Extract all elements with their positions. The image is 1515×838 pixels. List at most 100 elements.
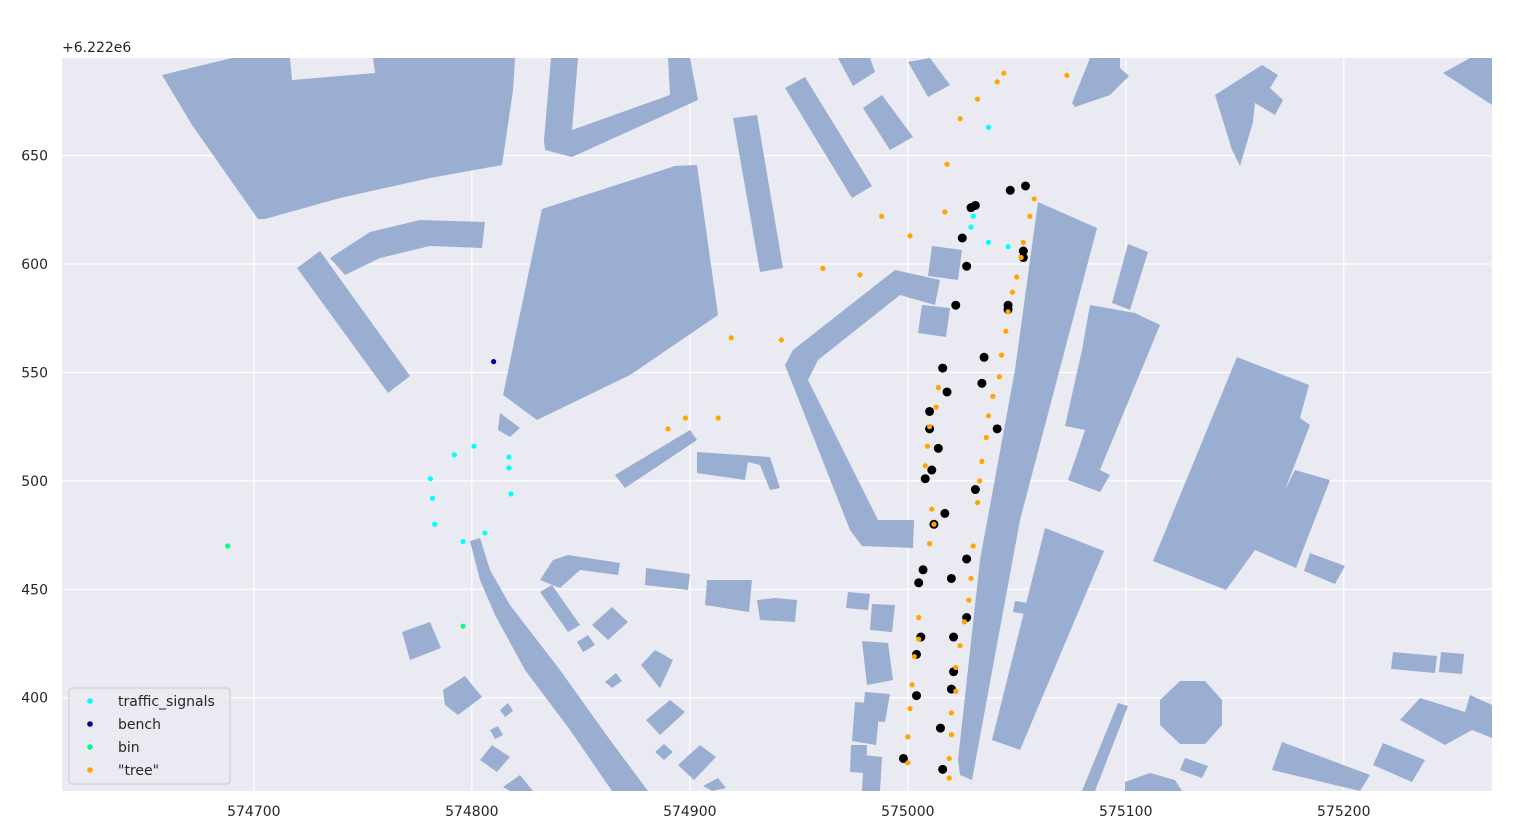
point-tree [905,760,911,766]
legend-marker-bench [87,721,93,727]
point-tree [933,404,939,410]
legend-marker-bin [87,744,93,750]
point-traffic-signals [970,213,976,219]
point-tree [935,385,941,391]
point-unlabeled [927,465,937,475]
point-tree [1003,328,1009,334]
point-tree [922,463,928,469]
point-tree [983,434,989,441]
legend-label-traffic-signals: traffic_signals [118,694,215,710]
legend-marker-traffic-signals [87,698,93,704]
point-unlabeled [957,233,967,243]
point-tree [946,755,952,762]
point-unlabeled [949,632,959,642]
point-tree [1014,274,1020,280]
building-footprint [1373,743,1425,782]
point-unlabeled [970,485,980,495]
point-tree [1001,70,1007,76]
building-footprint [615,430,697,488]
point-tree [682,415,689,421]
point-unlabeled [940,508,950,518]
point-traffic-signals [985,239,992,245]
building-footprint [645,568,690,590]
building-footprint [443,676,482,715]
building-footprint [1112,244,1148,310]
point-tree [916,614,922,621]
building-footprint [862,641,893,685]
point-unlabeled [1005,185,1015,195]
building-footprint [540,555,620,588]
point-traffic-signals [506,465,512,471]
point-tree [1018,254,1024,261]
x-tick-label: 574800 [445,804,498,820]
point-tree [1027,213,1033,219]
building-footprint [958,202,1097,780]
point-traffic-signals [471,443,477,449]
point-unlabeled [938,764,948,774]
x-tick-label: 574700 [227,804,280,820]
building-footprint [846,592,870,610]
point-tree [778,337,784,343]
building-footprint [757,598,797,622]
point-tree [929,506,935,512]
building-footprint [592,607,628,640]
building-footprint [498,413,520,437]
building-footprint [470,538,648,791]
y-axis-ticks: 400 450 500 550 600 650 [21,149,48,707]
building-footprint [577,635,595,652]
point-tree [961,619,968,625]
point-unlabeled [1018,246,1028,256]
building-footprint [540,585,580,632]
building-footprint [1400,695,1492,745]
building-footprint [330,220,485,275]
point-traffic-signals [482,530,488,536]
building-footprint [697,452,780,490]
building-footprint [500,703,513,717]
building-footprints [162,58,1492,791]
point-tree [820,265,826,271]
point-tree [974,499,981,506]
building-footprint [1272,742,1370,791]
building-footprint [908,58,950,97]
point-tree [1064,72,1070,78]
building-footprint [646,700,685,735]
point-tree [924,443,931,449]
point-unlabeled [914,578,924,588]
point-unlabeled [977,378,987,388]
point-traffic-signals [968,224,974,230]
point-tree [905,734,911,740]
point-tree [990,393,996,399]
point-tree [970,543,976,549]
point-tree [979,458,985,464]
x-tick-label: 575000 [881,804,934,820]
point-tree [948,710,954,716]
point-tree [942,209,948,215]
point-traffic-signals [506,454,512,460]
point-unlabeled [942,387,952,397]
point-traffic-signals [1005,244,1011,250]
building-footprint [655,744,673,760]
point-tree [715,415,721,421]
legend-label-bench: bench [118,717,161,733]
building-footprint [703,778,726,791]
point-traffic-signals [460,539,466,545]
building-footprint [1304,553,1345,584]
point-tree [926,424,933,430]
building-footprint [785,77,872,198]
point-unlabeled [920,474,930,484]
point-unlabeled [925,406,935,416]
building-footprint [918,305,950,337]
point-unlabeled [979,352,989,362]
point-traffic-signals [427,476,433,482]
building-footprint [503,165,718,420]
building-footprint [480,745,510,772]
y-tick-label: 650 [21,149,48,165]
building-footprint [678,745,716,780]
point-tree [974,96,981,102]
point-tree [926,541,933,547]
x-axis-ticks: 574700 574800 574900 575000 575100 575200 [227,804,1370,820]
point-tree [1009,289,1016,295]
y-tick-label: 450 [21,582,48,598]
y-tick-label: 600 [21,257,48,273]
